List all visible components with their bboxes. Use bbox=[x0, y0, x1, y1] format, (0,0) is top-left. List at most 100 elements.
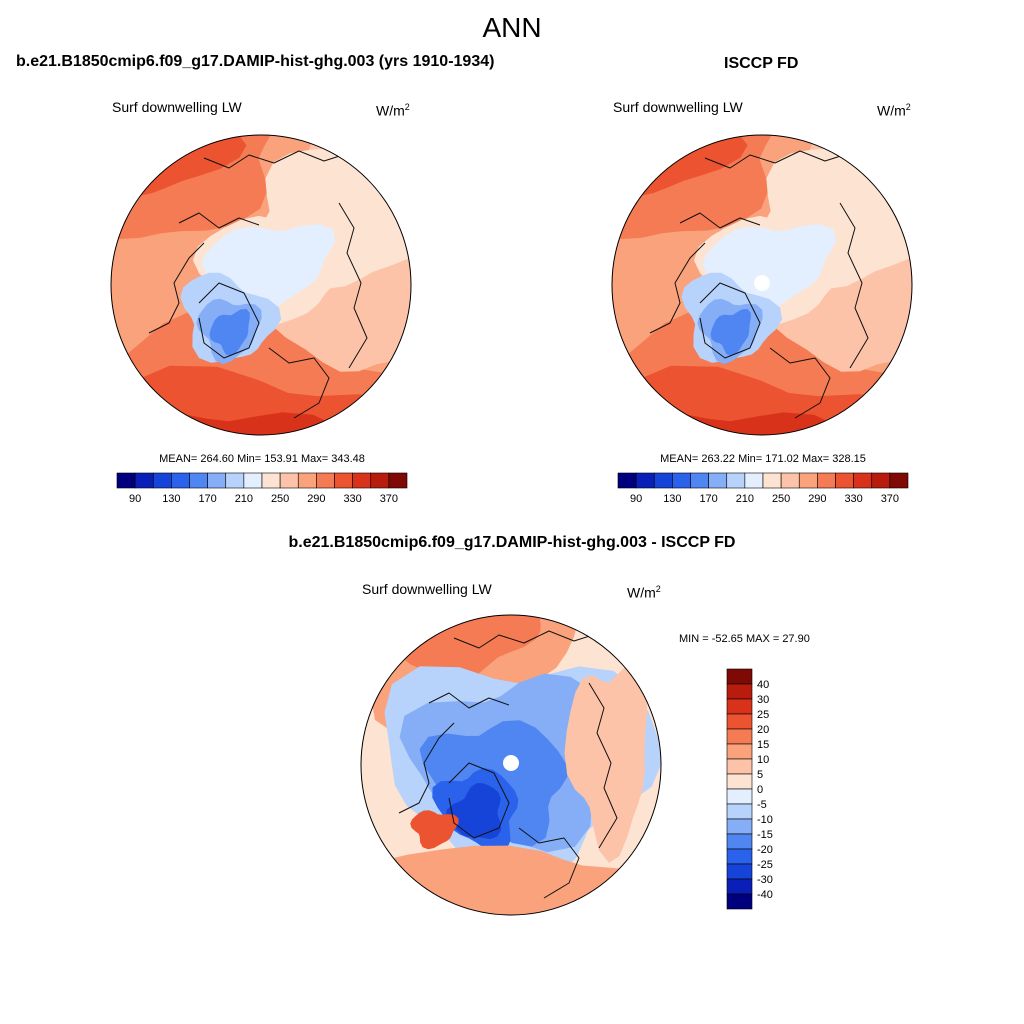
panel3-colorbar-swatch-2 bbox=[726, 698, 753, 715]
panel2-title: ISCCP FD bbox=[724, 55, 799, 72]
panel2-colorbar-tick-label: 250 bbox=[772, 493, 790, 505]
coastline-archipelago bbox=[428, 692, 510, 709]
coastline-west bbox=[398, 722, 455, 814]
panel3-polar-map bbox=[360, 614, 662, 916]
panel3-colorbar-tick-label: -5 bbox=[757, 799, 767, 811]
map-border bbox=[611, 134, 913, 436]
panel1-colorbar-tick-label: 330 bbox=[343, 493, 361, 505]
coastline-west bbox=[148, 242, 205, 334]
panel1-colorbar-swatch-1 bbox=[134, 472, 154, 489]
panel2-var-label: Surf downwelling LW bbox=[613, 99, 743, 115]
panel3-colorbar-swatch-0 bbox=[726, 668, 753, 685]
panel3-colorbar-tick-label: 15 bbox=[757, 739, 769, 751]
pole-hole bbox=[503, 755, 519, 771]
panel3-colorbar-swatch-15 bbox=[726, 893, 753, 910]
coastline-scandinavia bbox=[268, 347, 330, 419]
panel2-colorbar-swatch-4 bbox=[690, 472, 709, 489]
pole-hole bbox=[754, 275, 770, 291]
panel2-colorbar-swatch-8 bbox=[762, 472, 782, 489]
panel1-colorbar-swatch-7 bbox=[243, 472, 263, 489]
panel1-colorbar-swatch-2 bbox=[152, 472, 172, 489]
panel2-colorbar-swatch-0 bbox=[617, 472, 637, 489]
panel1-units: W/m2 bbox=[376, 102, 410, 119]
panel1-colorbar-swatch-15 bbox=[388, 472, 408, 489]
coastline-greenland bbox=[448, 762, 510, 839]
coastline-archipelago bbox=[679, 212, 761, 229]
panel3-colorbar-tick-label: 5 bbox=[757, 769, 763, 781]
panel3-colorbar-tick-label: -15 bbox=[757, 829, 773, 841]
panel3-colorbar-swatch-5 bbox=[726, 743, 753, 760]
panel3-colorbar-swatch-8 bbox=[726, 788, 753, 805]
panel3-colorbar-swatch-1 bbox=[726, 683, 753, 700]
panel3-colorbar-tick-label: 30 bbox=[757, 694, 769, 706]
panel2-colorbar-tick-label: 210 bbox=[736, 493, 754, 505]
map-border bbox=[110, 134, 412, 436]
panel3-colorbar-swatch-12 bbox=[726, 848, 753, 865]
panel2-colorbar-swatch-1 bbox=[635, 472, 655, 489]
coastline-greenland bbox=[198, 282, 260, 359]
panel3-colorbar-tick-label: -40 bbox=[757, 889, 773, 901]
diff-greenland-2 bbox=[445, 783, 502, 840]
panel3-stats: MIN = -52.65 MAX = 27.90 bbox=[679, 633, 810, 645]
panel2-colorbar-swatch-2 bbox=[653, 472, 673, 489]
panel1-colorbar-tick-label: 210 bbox=[235, 493, 253, 505]
panel2-colorbar-swatch-5 bbox=[708, 472, 728, 489]
panel1-colorbar-swatch-0 bbox=[116, 472, 136, 489]
coastline-scandinavia bbox=[518, 827, 580, 899]
panel2-polar-map bbox=[611, 134, 913, 436]
map-field bbox=[361, 615, 661, 915]
panel1-var-label: Surf downwelling LW bbox=[112, 99, 242, 115]
panel3-colorbar-swatch-11 bbox=[726, 833, 753, 850]
coastline-west bbox=[649, 242, 706, 334]
panel3-colorbar-tick-label: 10 bbox=[757, 754, 769, 766]
panel3-colorbar-tick-label: 20 bbox=[757, 724, 769, 736]
greenland-3 bbox=[710, 308, 751, 357]
panel1-colorbar-swatch-11 bbox=[316, 472, 335, 489]
panel1-colorbar: 90 130 170 210 250 290 330 370 bbox=[116, 472, 408, 505]
coastline-north bbox=[453, 630, 600, 649]
panel1-colorbar-swatch-3 bbox=[171, 472, 190, 489]
panel3-colorbar-swatch-6 bbox=[726, 758, 753, 775]
panel1-colorbar-swatch-4 bbox=[189, 472, 208, 489]
panel2-colorbar-tick-label: 170 bbox=[699, 493, 717, 505]
coastline-north bbox=[203, 150, 350, 169]
panel1-colorbar-swatch-13 bbox=[352, 472, 372, 489]
diff-warm-south bbox=[363, 845, 661, 915]
panel1-stats: MEAN= 264.60 Min= 153.91 Max= 343.48 bbox=[159, 453, 365, 465]
panel3-colorbar-swatch-9 bbox=[726, 803, 753, 820]
panel2-units: W/m2 bbox=[877, 102, 911, 119]
panel1-colorbar-tick-label: 130 bbox=[162, 493, 180, 505]
panel2-colorbar-tick-label: 130 bbox=[663, 493, 681, 505]
panel1-colorbar-tick-label: 250 bbox=[271, 493, 289, 505]
panel3-colorbar-swatch-3 bbox=[726, 713, 753, 730]
coastline-scandinavia bbox=[769, 347, 831, 419]
panel2-colorbar-swatch-13 bbox=[853, 472, 873, 489]
panel3-colorbar-tick-label: 25 bbox=[757, 709, 769, 721]
panel2-colorbar: 90 130 170 210 250 290 330 370 bbox=[617, 472, 909, 505]
panel3-colorbar-swatch-13 bbox=[726, 863, 753, 880]
panel3-colorbar-tick-label: -30 bbox=[757, 874, 773, 886]
panel1-colorbar-swatch-12 bbox=[334, 472, 353, 489]
panel3-colorbar-swatch-10 bbox=[726, 818, 753, 835]
panel2-colorbar-swatch-6 bbox=[726, 472, 746, 489]
coastline-east bbox=[588, 682, 618, 849]
diff-hot-spot bbox=[410, 810, 459, 850]
panel1-colorbar-swatch-9 bbox=[279, 472, 299, 489]
coastline-east bbox=[839, 202, 869, 369]
panel2-colorbar-tick-label: 290 bbox=[808, 493, 826, 505]
panel2-colorbar-swatch-11 bbox=[817, 472, 836, 489]
panel2-colorbar-swatch-12 bbox=[835, 472, 854, 489]
panel2-colorbar-swatch-15 bbox=[889, 472, 909, 489]
panel1-title: b.e21.B1850cmip6.f09_g17.DAMIP-hist-ghg.… bbox=[16, 53, 495, 70]
panel3-var-label: Surf downwelling LW bbox=[362, 581, 492, 597]
coastline-east bbox=[338, 202, 368, 369]
diff-siberia bbox=[564, 664, 648, 863]
panel2-colorbar-tick-label: 370 bbox=[881, 493, 899, 505]
panel2-colorbar-tick-label: 90 bbox=[630, 493, 642, 505]
panel1-colorbar-swatch-8 bbox=[261, 472, 281, 489]
panel3-colorbar-tick-label: 40 bbox=[757, 679, 769, 691]
panel2-colorbar-swatch-10 bbox=[798, 472, 818, 489]
panel2-stats: MEAN= 263.22 Min= 171.02 Max= 328.15 bbox=[660, 453, 866, 465]
panel1-colorbar-tick-label: 170 bbox=[198, 493, 216, 505]
panel2-colorbar-tick-label: 330 bbox=[844, 493, 862, 505]
